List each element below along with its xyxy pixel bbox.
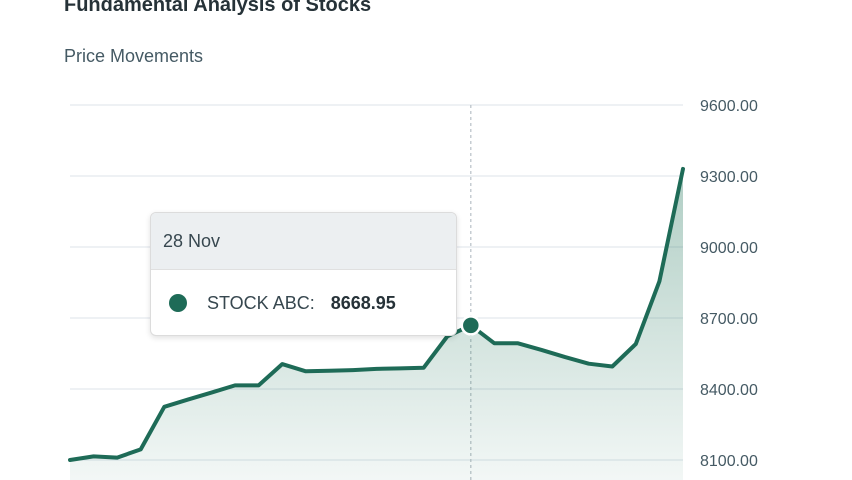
tooltip-series-label: STOCK ABC: xyxy=(207,292,315,313)
chart-tooltip: 28 Nov STOCK ABC: 8668.95 xyxy=(150,212,457,336)
y-tick-label: 9600.00 xyxy=(700,98,758,115)
tooltip-row: STOCK ABC: 8668.95 xyxy=(151,270,456,335)
tooltip-date: 28 Nov xyxy=(151,213,456,270)
hover-marker xyxy=(460,315,482,336)
series-path[interactable] xyxy=(68,166,685,462)
y-tick-label: 8400.00 xyxy=(700,382,758,399)
series-line[interactable] xyxy=(68,166,685,462)
y-axis: 9600.00 9300.00 9000.00 8700.00 8400.00 8100.… xyxy=(700,98,758,470)
chart-subtitle: Price Movements xyxy=(64,46,204,66)
y-tick-label: 8100.00 xyxy=(700,453,758,470)
y-tick-label: 8700.00 xyxy=(700,311,758,328)
tooltip-value: 8668.95 xyxy=(330,292,396,313)
hover-point[interactable] xyxy=(460,315,482,336)
series-area xyxy=(70,168,683,480)
y-tick-label: 9000.00 xyxy=(700,240,758,257)
chart-title: Fundamental Analysis of Stocks xyxy=(64,0,372,16)
area-fill xyxy=(70,168,683,480)
series-marker-icon xyxy=(169,294,187,312)
y-tick-label: 9300.00 xyxy=(700,169,758,186)
